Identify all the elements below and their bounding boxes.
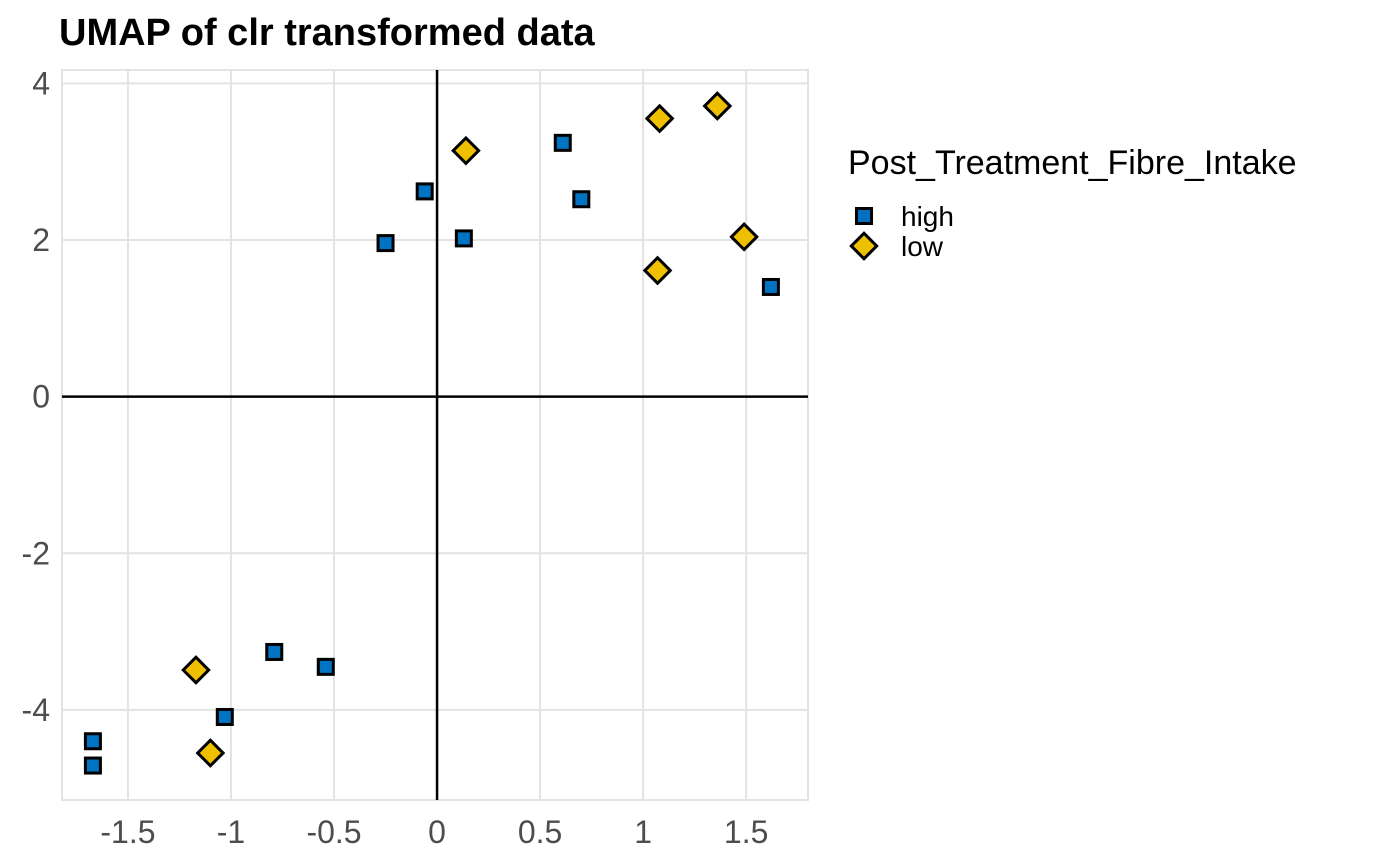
y-tick-label: 0	[32, 379, 50, 415]
data-point-low	[195, 738, 226, 768]
data-point-high	[316, 657, 335, 676]
legend-item-label: high	[901, 201, 954, 232]
data-point-high	[454, 229, 473, 248]
y-tick-label: -4	[22, 692, 50, 728]
data-point-low	[451, 135, 481, 166]
legend-item-high: high	[855, 201, 954, 232]
x-tick-label: 0	[428, 814, 446, 850]
x-tick-label: -0.5	[306, 814, 361, 850]
data-point-high	[572, 190, 591, 209]
legend-item-low: low	[849, 231, 944, 262]
data-point-high	[265, 642, 284, 661]
plot-title: UMAP of clr transformed data	[59, 12, 595, 54]
y-tick-label: 2	[32, 222, 50, 258]
gridlines	[62, 70, 808, 800]
data-point-high	[376, 234, 395, 253]
data-point-low	[642, 255, 673, 286]
data-point-low	[181, 655, 211, 685]
data-point-high	[415, 182, 434, 201]
legend-key-low-icon	[849, 231, 879, 261]
data-point-low	[644, 103, 675, 134]
y-axis-tick-labels: -4 -2 0 2 4	[22, 65, 50, 728]
y-tick-label: 4	[32, 65, 50, 101]
x-axis-tick-labels: -1.5 -1 -0.5 0 0.5 1 1.5	[100, 814, 768, 850]
panel-border	[61, 69, 809, 801]
legend-item-label: low	[901, 231, 944, 262]
legend-title: Post_Treatment_Fibre_Intake	[848, 144, 1297, 182]
legend-key-high-icon	[855, 207, 873, 225]
x-tick-label: 1	[634, 814, 652, 850]
data-point-low	[729, 221, 759, 252]
data-point-high	[553, 133, 572, 152]
data-point-high	[83, 732, 102, 751]
data-point-high	[761, 277, 780, 296]
x-tick-label: 0.5	[518, 814, 562, 850]
data-point-low	[702, 91, 733, 121]
x-tick-label: -1.5	[100, 814, 155, 850]
y-tick-label: -2	[22, 535, 50, 571]
data-point-high	[83, 756, 102, 775]
data-points	[83, 91, 780, 775]
x-tick-label: -1	[217, 814, 245, 850]
data-point-high	[215, 707, 234, 726]
zero-lines	[62, 70, 808, 800]
x-tick-label: 1.5	[724, 814, 768, 850]
